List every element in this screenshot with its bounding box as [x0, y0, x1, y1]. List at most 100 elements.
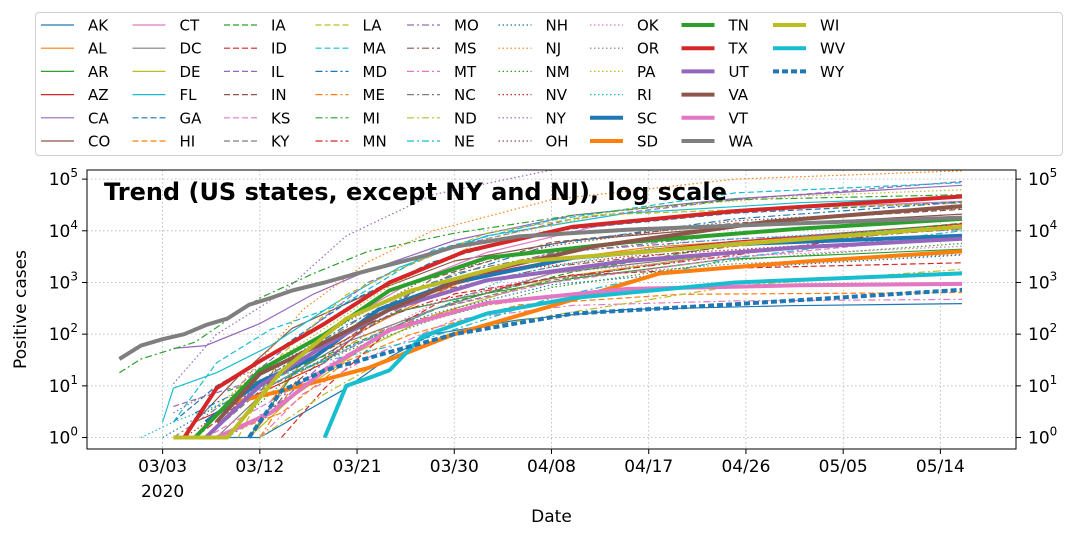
legend-entries: AK AL AR AZ CA CO CT DC DE FL GA HI IA ID IL IN KS KY LA MA… — [41, 17, 846, 151]
x-axis-label: Date — [531, 507, 572, 527]
legend-label: NE — [454, 133, 475, 151]
legend-item-sd: SD — [590, 133, 658, 151]
legend-item-ar: AR — [41, 63, 109, 81]
legend-item-md: MD — [315, 63, 388, 81]
legend-item-ks: KS — [224, 109, 290, 127]
legend-label: CA — [88, 109, 109, 127]
legend-label: MA — [363, 40, 387, 58]
legend-item-oh: OH — [498, 133, 569, 151]
legend-item-nc: NC — [407, 86, 476, 104]
legend-label: TX — [728, 40, 748, 58]
legend-item-in: IN — [224, 86, 287, 104]
y-tick-label-left: 100 — [49, 425, 78, 449]
legend-item-me: ME — [315, 86, 385, 104]
legend-item-ga: GA — [132, 109, 203, 127]
series-line-ma — [172, 182, 963, 423]
legend-item-ne: NE — [407, 133, 475, 151]
legend-item-mn: MN — [315, 133, 387, 151]
legend-item-ky: KY — [224, 133, 290, 151]
legend-label: UT — [729, 63, 750, 81]
legend-item-wi: WI — [773, 17, 839, 35]
legend-label: NH — [546, 17, 569, 35]
legend-label: ME — [363, 86, 385, 104]
legend-label: RI — [637, 86, 652, 104]
series-line-tx — [182, 194, 963, 439]
series-line-wi — [173, 224, 963, 440]
legend-item-va: VA — [681, 86, 749, 104]
legend-label: NJ — [546, 40, 562, 58]
legend-label: NY — [546, 109, 567, 127]
legend-item-ms: MS — [407, 40, 476, 58]
legend-label: AR — [88, 63, 109, 81]
legend-item-ia: IA — [224, 17, 286, 35]
legend-item-ny: NY — [498, 109, 567, 127]
legend-label: KS — [271, 109, 290, 127]
series-line-wa — [118, 215, 963, 361]
legend-item-wa: WA — [681, 133, 754, 151]
legend-item-sc: SC — [590, 109, 657, 127]
y-tick-label-right: 103 — [1028, 269, 1057, 293]
legend-label: CT — [180, 17, 200, 35]
legend-item-al: AL — [41, 40, 107, 58]
legend-item-hi: HI — [132, 133, 196, 151]
y-tick-label-right: 100 — [1028, 425, 1057, 449]
legend-label: MD — [363, 63, 388, 81]
series-line-ak — [205, 303, 963, 439]
legend-item-nj: NJ — [498, 40, 562, 58]
x-tick-label: 03/03 — [138, 457, 187, 477]
legend-label: TN — [728, 17, 749, 35]
legend-label: OH — [546, 133, 569, 151]
legend-item-il: IL — [224, 63, 284, 81]
legend-item-mt: MT — [407, 63, 477, 81]
legend-item-nd: ND — [407, 109, 477, 127]
legend-item-ok: OK — [590, 17, 660, 35]
y-tick-label-left: 105 — [49, 166, 78, 190]
series-line-mt — [259, 298, 963, 438]
legend-item-tn: TN — [681, 17, 749, 35]
legend-label: HI — [180, 133, 196, 151]
legend-label: FL — [180, 86, 198, 104]
y-tick-label-left: 102 — [49, 321, 78, 345]
legend-label: DE — [180, 63, 201, 81]
legend-item-co: CO — [41, 133, 110, 151]
y-tick-label-left: 103 — [49, 269, 78, 293]
chart-title: Trend (US states, except NY and NJ), log… — [104, 178, 727, 206]
series-lines — [118, 170, 963, 440]
legend-item-ut: UT — [681, 63, 750, 81]
legend-item-nh: NH — [498, 17, 569, 35]
legend-item-mi: MI — [315, 109, 380, 127]
x-tick-label: 04/17 — [624, 457, 673, 477]
series-line-wy — [247, 287, 963, 439]
legend-label: VA — [729, 86, 749, 104]
series-line-nj — [226, 170, 963, 402]
legend-item-az: AZ — [41, 86, 109, 104]
legend-item-de: DE — [132, 63, 201, 81]
y-tick-label-right: 102 — [1028, 321, 1057, 345]
legend-label: PA — [637, 63, 656, 81]
x-tick-label: 05/14 — [916, 457, 965, 477]
legend-label: GA — [180, 109, 203, 127]
legend-item-ma: MA — [315, 40, 387, 58]
series-line-tn — [193, 216, 963, 439]
legend-item-ak: AK — [41, 17, 109, 35]
legend-label: MN — [363, 133, 387, 151]
series-line-ny — [172, 170, 560, 385]
legend-item-ca: CA — [41, 109, 109, 127]
legend-item-mo: MO — [407, 17, 479, 35]
legend-label: MI — [363, 109, 380, 127]
legend-item-vt: VT — [681, 109, 749, 127]
legend-label: IL — [271, 63, 284, 81]
x-tick-label: 03/12 — [235, 457, 284, 477]
x-year-label: 2020 — [141, 482, 184, 502]
legend-label: MS — [454, 40, 476, 58]
legend-item-nm: NM — [498, 63, 570, 81]
legend-label: WI — [820, 17, 839, 35]
legend-label: NM — [546, 63, 570, 81]
y-tick-label-left: 104 — [49, 218, 78, 242]
x-tick-label: 03/30 — [430, 457, 479, 477]
legend-item-tx: TX — [681, 40, 748, 58]
series-line-ks — [205, 235, 963, 439]
legend-item-la: LA — [315, 17, 382, 35]
legend-label: IN — [271, 86, 287, 104]
legend-label: NV — [546, 86, 568, 104]
